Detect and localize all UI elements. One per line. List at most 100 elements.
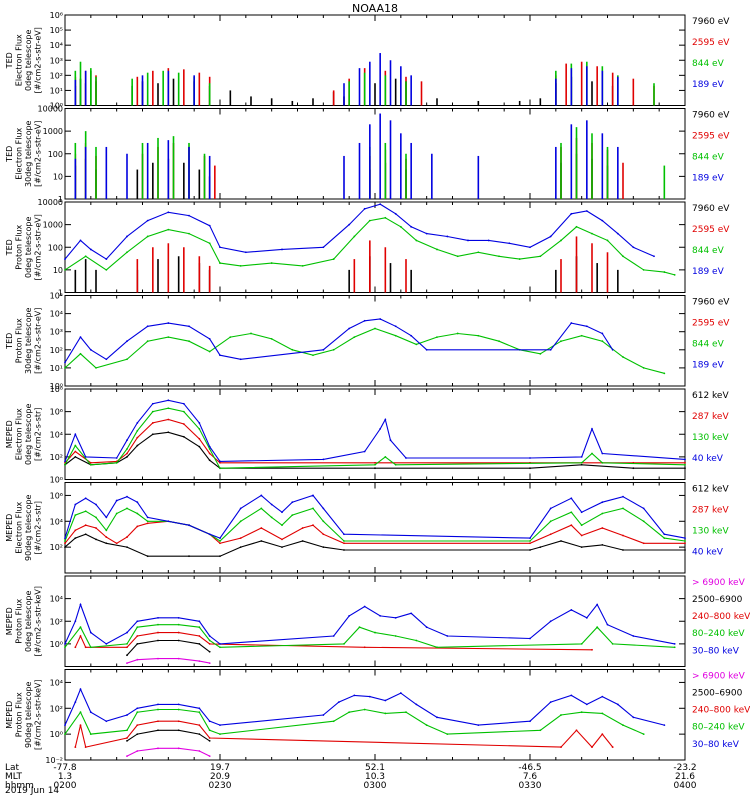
data-point	[663, 372, 666, 375]
y-axis-label: MEPED	[5, 701, 14, 729]
data-point	[585, 703, 588, 706]
data-point	[425, 724, 428, 727]
x-row-label: hhmm	[5, 781, 34, 791]
data-point	[384, 216, 387, 219]
data-point	[570, 609, 573, 611]
legend-entry: 7960 eV	[692, 204, 730, 214]
data-point	[322, 520, 325, 523]
data-point	[353, 235, 356, 238]
data-point	[105, 542, 108, 545]
panel-5: 10² 10⁴ 10⁶ MEPED Electron Flux 90deg telesco…	[5, 482, 729, 574]
data-point	[591, 452, 593, 455]
x-tick-label: 10.3	[365, 772, 385, 782]
y-tick-label: 10000	[38, 198, 63, 207]
data-point	[606, 623, 609, 626]
data-point	[198, 445, 201, 448]
legend-entry: 30–80 keV	[692, 646, 740, 656]
data-point	[151, 410, 154, 413]
data-point	[410, 334, 413, 337]
data-point	[611, 642, 614, 645]
data-point	[126, 448, 128, 450]
y-axis-label: Proton Flux	[15, 225, 24, 270]
data-point	[136, 724, 139, 727]
data-point	[529, 542, 531, 545]
data-point	[208, 459, 211, 462]
data-point	[182, 435, 185, 438]
data-point	[157, 623, 159, 626]
series-line	[64, 399, 686, 462]
data-point	[601, 340, 604, 343]
data-point	[425, 626, 428, 629]
data-point	[151, 402, 154, 405]
data-point	[64, 361, 66, 364]
x-tick-label: -46.5	[518, 763, 541, 773]
data-point	[136, 733, 139, 736]
data-point	[379, 318, 382, 320]
data-point	[105, 529, 108, 532]
data-point	[611, 348, 614, 351]
data-point	[436, 336, 438, 339]
legend-entry: > 6900 keV	[692, 578, 746, 588]
legend-entry: 2595 eV	[692, 225, 730, 235]
data-point	[399, 692, 402, 694]
data-point	[529, 537, 531, 540]
data-point	[394, 334, 397, 337]
y-tick-label: 10⁶	[50, 491, 63, 500]
data-point	[291, 348, 294, 351]
data-point	[477, 334, 480, 337]
data-point	[167, 431, 170, 434]
x-tick-label: 1.3	[58, 772, 72, 782]
data-point	[244, 251, 247, 254]
data-point	[115, 457, 118, 459]
x-tick-label: 0400	[674, 781, 697, 791]
data-point	[580, 334, 583, 337]
y-tick-label: 1000	[43, 221, 63, 230]
data-point	[348, 327, 351, 330]
data-point	[260, 494, 263, 497]
data-point	[136, 711, 139, 714]
data-point	[415, 343, 418, 346]
data-point	[136, 429, 139, 432]
data-point	[177, 657, 180, 660]
data-point	[239, 546, 242, 549]
data-point	[363, 319, 366, 322]
data-point	[89, 461, 92, 464]
data-point	[74, 701, 77, 704]
data-point	[601, 461, 604, 464]
data-point	[208, 639, 211, 642]
data-point	[79, 635, 82, 637]
data-point	[570, 511, 573, 514]
data-point	[343, 642, 345, 645]
data-point	[570, 524, 573, 527]
data-point	[580, 534, 583, 537]
data-point	[64, 546, 66, 549]
data-point	[622, 724, 624, 727]
data-point	[539, 352, 542, 355]
panel-0: 10⁰ 10¹ 10² 10³ 10⁴ 10⁵ 10⁶ TED Electron Flux 0de…	[5, 11, 730, 111]
legend-entry: 7960 eV	[692, 111, 730, 121]
data-point	[518, 258, 521, 260]
data-point	[384, 418, 387, 421]
data-point	[157, 729, 159, 732]
data-point	[219, 724, 221, 727]
data-point	[368, 219, 371, 222]
y-axis-label: Electron Flux	[15, 408, 24, 460]
legend-entry: 2595 eV	[692, 319, 730, 329]
data-point	[74, 746, 77, 748]
data-point	[115, 499, 118, 502]
data-point	[379, 203, 382, 206]
series-line	[64, 327, 665, 374]
y-tick-label: 1	[58, 195, 63, 204]
y-axis-label: [#/cm2-s-str-eV]	[34, 121, 43, 187]
x-row-label: Lat	[5, 763, 20, 773]
legend-entry: 80–240 keV	[692, 723, 745, 733]
data-point	[560, 239, 562, 242]
data-point	[146, 219, 149, 222]
data-point	[250, 332, 252, 335]
x-tick-label: -77.8	[53, 763, 77, 773]
data-point	[239, 507, 242, 510]
data-point	[601, 452, 604, 455]
data-point	[529, 540, 531, 542]
panel-4: 10⁰ 10² 10⁴ 10⁶ 10⁸ MEPED Electron Flux 0deg te…	[5, 385, 729, 485]
